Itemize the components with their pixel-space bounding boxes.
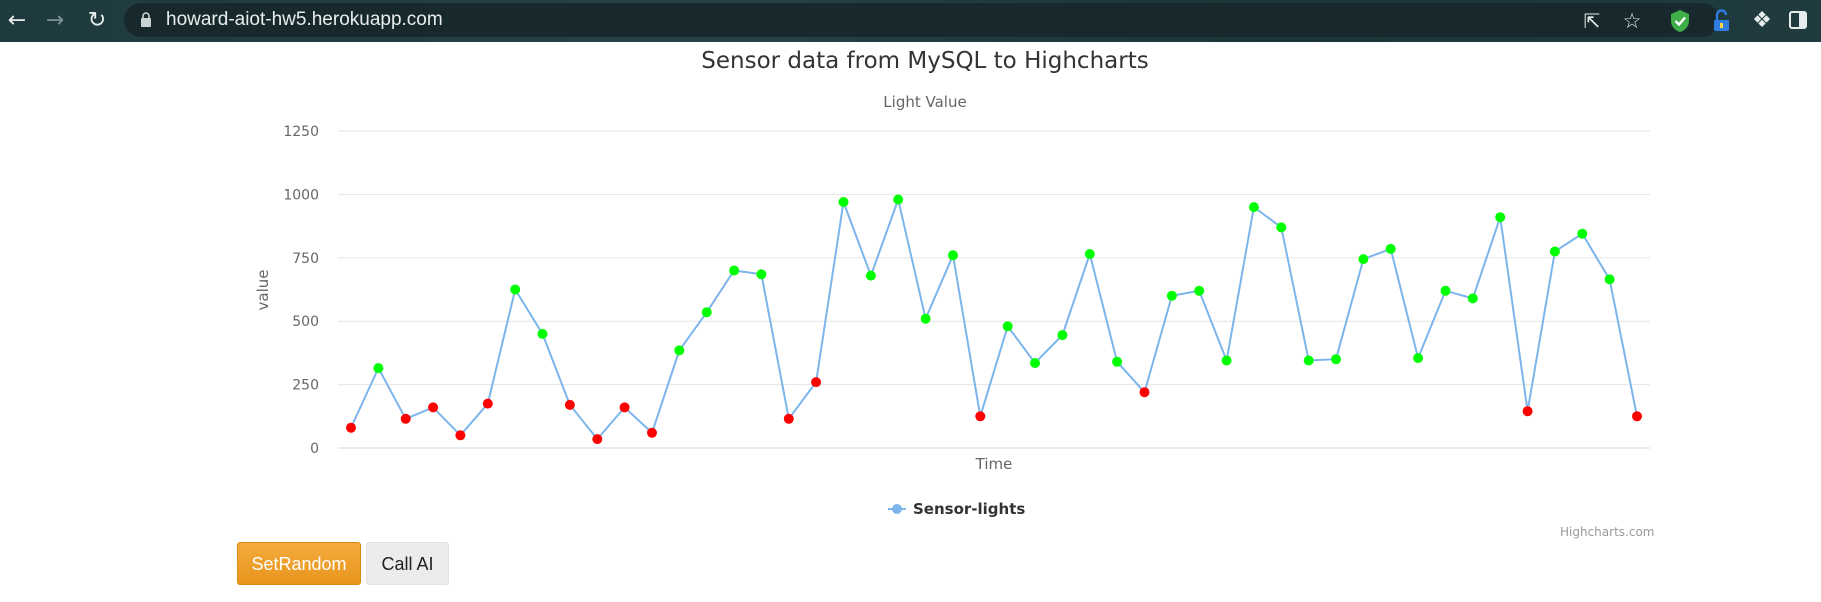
reload-icon[interactable]: ↻ [87, 8, 107, 33]
data-point[interactable] [1358, 254, 1369, 265]
y-axis-ticks: 0 250 500 750 1000 1250 [283, 124, 319, 457]
data-point[interactable] [346, 422, 356, 433]
chart-title: Sensor data from MySQL to Highcharts [701, 48, 1149, 74]
browser-toolbar: ← → ↻ howard-aiot-hw5.herokuapp.com ⇱ ☆ … [0, 0, 1821, 42]
data-point[interactable] [920, 313, 931, 324]
set-random-button[interactable]: SetRandom [237, 542, 361, 585]
data-point[interactable] [1084, 249, 1095, 259]
data-point[interactable] [1495, 212, 1506, 223]
data-point[interactable] [428, 402, 439, 413]
data-point[interactable] [1248, 202, 1259, 213]
data-point[interactable] [510, 284, 521, 295]
legend-item-label[interactable]: Sensor-lights [913, 500, 1025, 518]
y-tick-label: 0 [310, 441, 319, 457]
star-icon[interactable]: ☆ [1622, 9, 1642, 33]
sidebar-icon[interactable] [1789, 11, 1807, 29]
data-point[interactable] [975, 411, 986, 422]
data-point[interactable] [729, 265, 740, 276]
data-point[interactable] [811, 377, 822, 388]
y-tick-label: 500 [292, 314, 319, 330]
y-tick-label: 750 [292, 251, 319, 267]
data-point[interactable] [1112, 356, 1123, 367]
data-point[interactable] [1440, 285, 1451, 296]
data-point[interactable] [1467, 293, 1478, 304]
data-point[interactable] [674, 345, 685, 356]
x-axis-label: Time [975, 455, 1013, 473]
data-point[interactable] [1385, 243, 1396, 254]
data-point[interactable] [701, 307, 712, 318]
data-point[interactable] [756, 269, 767, 280]
data-point[interactable] [1276, 222, 1287, 233]
data-point[interactable] [564, 399, 575, 410]
data-point[interactable] [1632, 411, 1642, 422]
data-point[interactable] [400, 413, 411, 424]
share-icon[interactable]: ⇱ [1583, 9, 1601, 33]
shield-extension-icon[interactable] [1669, 9, 1691, 33]
data-point[interactable] [1303, 355, 1314, 366]
data-point[interactable] [482, 398, 493, 409]
forward-arrow-icon[interactable]: → [45, 8, 65, 33]
call-ai-button[interactable]: Call AI [366, 542, 449, 585]
y-axis-label: value [254, 270, 272, 311]
credits-link[interactable]: Highcharts.com [1560, 525, 1655, 539]
y-tick-label: 250 [292, 378, 319, 394]
chart-subtitle: Light Value [883, 93, 967, 111]
data-point[interactable] [455, 430, 466, 441]
data-point[interactable] [537, 328, 548, 339]
y-tick-label: 1000 [283, 187, 319, 203]
y-tick-label: 1250 [283, 124, 319, 140]
lock-extension-icon[interactable] [1710, 9, 1732, 33]
data-point[interactable] [1522, 406, 1533, 417]
data-point[interactable] [948, 250, 958, 261]
data-point[interactable] [1413, 353, 1424, 363]
data-point[interactable] [1057, 330, 1068, 341]
url-text[interactable]: howard-aiot-hw5.herokuapp.com [166, 9, 443, 30]
data-point[interactable] [1331, 354, 1341, 365]
data-point[interactable] [592, 434, 603, 445]
data-point[interactable] [1194, 285, 1205, 296]
legend-marker-icon [892, 504, 902, 514]
lock-icon [141, 12, 151, 27]
address-bar[interactable] [124, 3, 1719, 37]
data-point[interactable] [893, 194, 904, 205]
series-line [350, 195, 1638, 441]
puzzle-extension-icon[interactable]: ❖ [1752, 8, 1772, 33]
data-point[interactable] [1577, 228, 1588, 239]
data-point[interactable] [1604, 274, 1615, 285]
data-point[interactable] [838, 197, 849, 207]
data-point[interactable] [1002, 321, 1013, 332]
data-point[interactable] [865, 270, 876, 281]
legend[interactable]: Sensor-lights [888, 500, 1025, 518]
data-point[interactable] [783, 413, 794, 424]
data-point[interactable] [619, 402, 630, 413]
back-arrow-icon[interactable]: ← [7, 8, 27, 33]
data-point[interactable] [1549, 246, 1560, 257]
data-point[interactable] [1221, 355, 1232, 366]
grid-lines [338, 130, 1650, 386]
data-point[interactable] [1139, 387, 1150, 398]
data-point[interactable] [1166, 290, 1177, 301]
data-point[interactable] [647, 427, 657, 438]
data-point[interactable] [373, 363, 384, 374]
data-point[interactable] [1030, 358, 1040, 368]
data-points [346, 194, 1642, 445]
